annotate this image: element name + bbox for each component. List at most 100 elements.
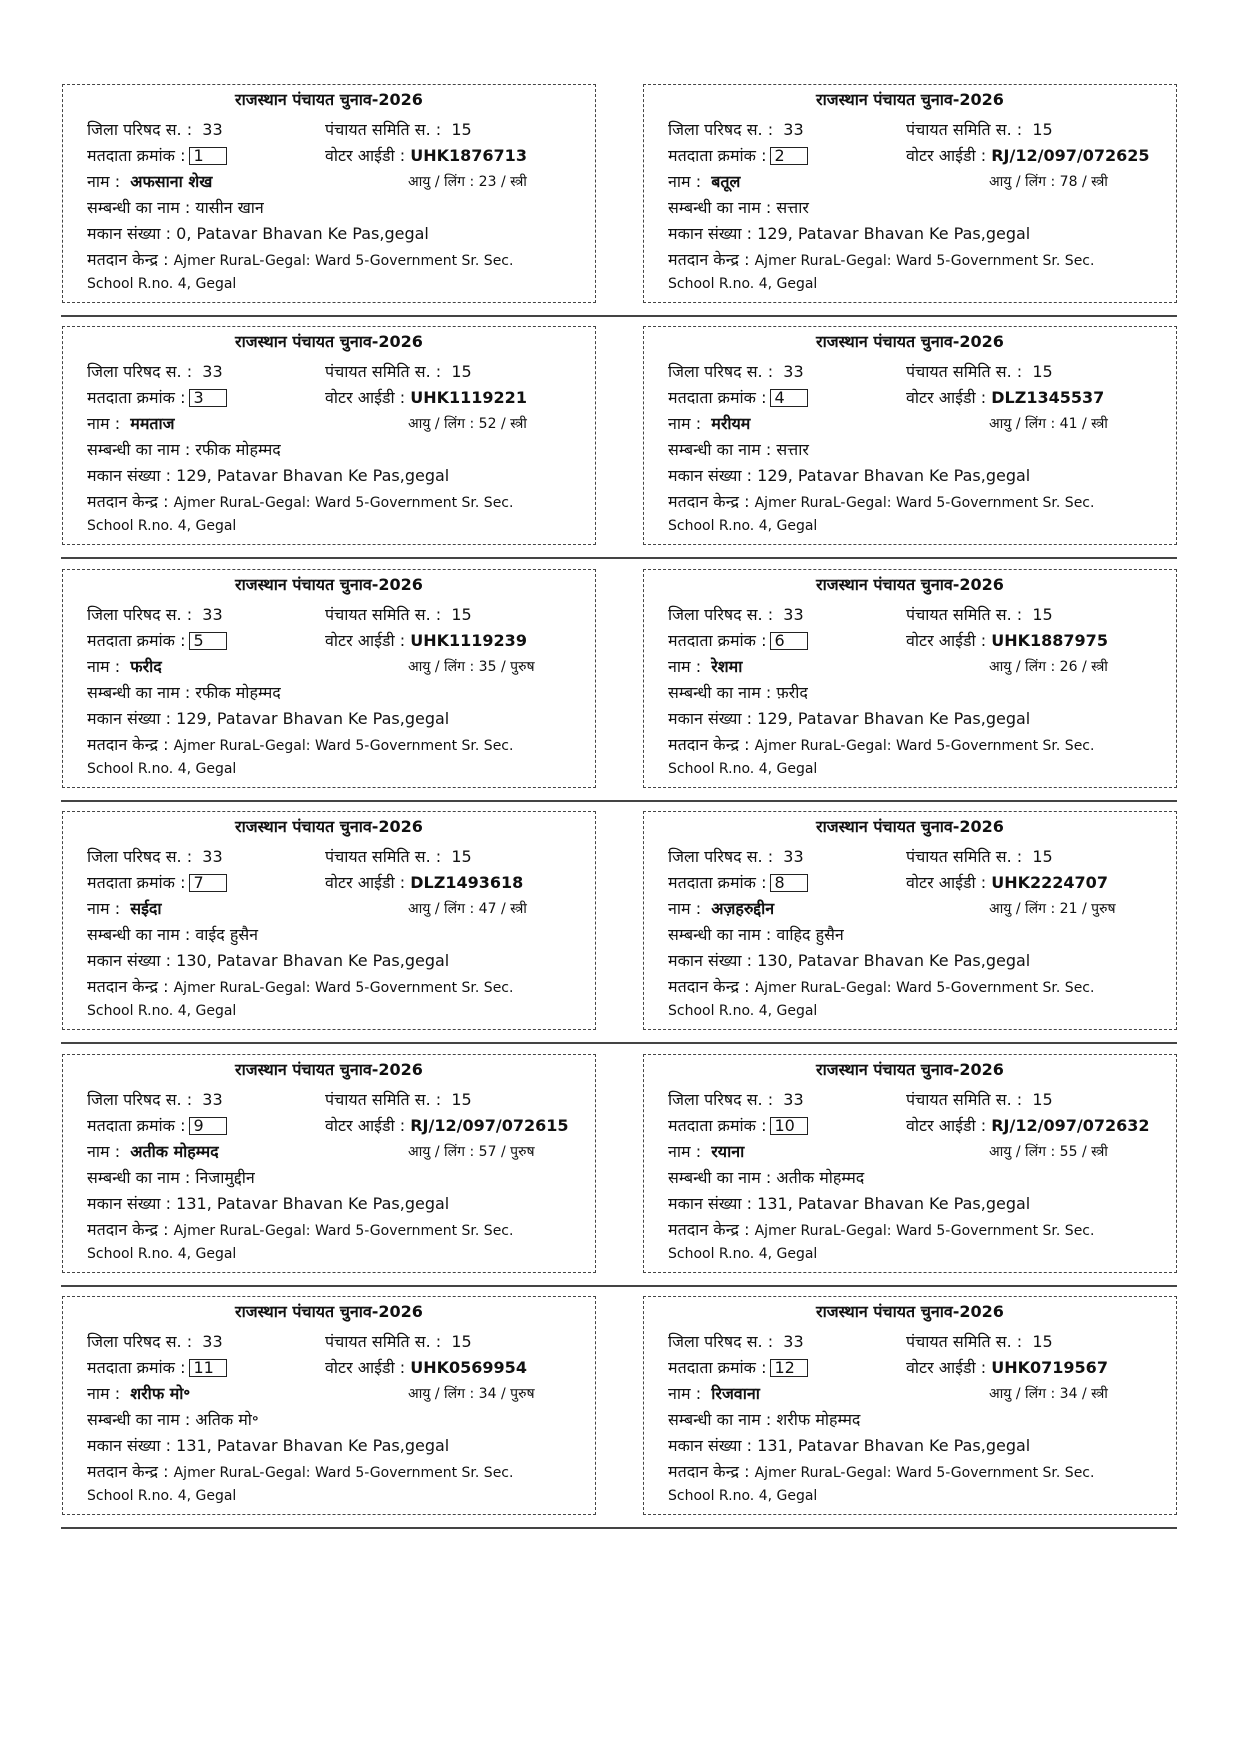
text: : [1050, 416, 1056, 433]
text: : [435, 1332, 442, 1351]
text: : [1050, 174, 1056, 190]
house-row: मकान संख्या : 129, Patavar Bhavan Ke Pas… [87, 466, 449, 486]
zila-row: जिला परिषद स. : 33 [87, 1090, 223, 1110]
text: 15 [451, 362, 472, 382]
name-row: नाम : अतीक मोहम्मद [87, 1142, 219, 1162]
text: : [163, 1462, 169, 1481]
text: 129, Patavar Bhavan Ke Pas,gegal [757, 466, 1031, 486]
text: 26 [1059, 658, 1078, 675]
text: : [1016, 1332, 1023, 1351]
text: जिला परिषद स. [87, 1332, 182, 1351]
text: : [765, 1410, 772, 1429]
text: आयु / लिंग [408, 416, 466, 433]
age-gender-row: आयु / लिंग : 41 / स्त्री [989, 416, 1108, 433]
name-row: नाम : रिजवाना [668, 1384, 760, 1404]
text: शरीफ मो॰ [130, 1384, 191, 1403]
text: : [165, 951, 172, 971]
text: : [695, 172, 702, 191]
voter-id-row: वोटर आईडी : RJ/12/097/072625 [906, 146, 1150, 166]
text: 34 [1059, 1386, 1078, 1402]
text: 129, Patavar Bhavan Ke Pas,gegal [757, 708, 1031, 728]
text: 15 [1032, 362, 1053, 382]
text: : [980, 146, 987, 165]
text: नाम [668, 1384, 691, 1403]
text: स्त्री [510, 416, 527, 433]
text: 15 [451, 604, 472, 624]
text: : [180, 146, 186, 165]
text: नाम [87, 1141, 110, 1161]
age-gender-row: आयु / लिंग : 23 / स्त्री [408, 174, 527, 190]
relative-row: सम्बन्धी का नाम : अतीक मोहम्मद [668, 1168, 864, 1188]
text: पुरुष [510, 1143, 535, 1160]
text: : [114, 899, 121, 919]
voter-id-row: वोटर आईडी : UHK1119239 [325, 631, 527, 651]
age-gender-row: आयु / लिंग : 47 / स्त्री [408, 901, 527, 918]
card-title: राजस्थान पंचायत चुनाव-2026 [235, 90, 423, 109]
relative-row: सम्बन्धी का नाम : सत्तार [668, 198, 809, 218]
text: : [163, 250, 169, 269]
text: वोटर आईडी [325, 1358, 395, 1377]
voter-id-row: वोटर आईडी : UHK1887975 [906, 631, 1108, 651]
text: : [746, 951, 753, 971]
text: : [746, 708, 753, 728]
text: : [163, 492, 169, 512]
text: 129, Patavar Bhavan Ke Pas,gegal [176, 466, 450, 486]
booth-row-2: School R.no. 4, Gegal [668, 1003, 818, 1020]
text: : [180, 1115, 186, 1135]
text: मकान संख्या [87, 708, 161, 728]
relative-row: सम्बन्धी का नाम : शरीफ मोहम्मद [668, 1410, 860, 1430]
voter-id-row: वोटर आईडी : RJ/12/097/072632 [906, 1116, 1150, 1136]
text: आयु / लिंग [408, 901, 466, 918]
text: सम्बन्धी का नाम [668, 440, 761, 460]
text: : [469, 1143, 475, 1160]
text: मतदाता क्रमांक [87, 1115, 175, 1135]
text: 130, Patavar Bhavan Ke Pas,gegal [757, 951, 1031, 971]
text: : [980, 873, 987, 893]
text: पुरुष [510, 658, 535, 675]
text: वोटर आईडी [906, 146, 976, 165]
text: 15 [1032, 1332, 1053, 1351]
text: सम्बन्धी का नाम [668, 1167, 761, 1187]
zila-row: जिला परिषद स. : 33 [87, 1332, 223, 1352]
text: अतिक मो॰ [195, 1410, 259, 1429]
text: ममताज [130, 414, 175, 434]
booth-row-2: School R.no. 4, Gegal [87, 1003, 237, 1020]
text: : [744, 1219, 750, 1239]
text: : [695, 414, 702, 434]
text: : [435, 847, 442, 867]
house-row: मकान संख्या : 130, Patavar Bhavan Ke Pas… [87, 951, 449, 971]
text: मकान संख्या [87, 1193, 161, 1213]
text: : [435, 120, 442, 139]
text: Ajmer RuraL-Gegal: Ward 5-Government Sr.… [173, 1222, 514, 1239]
text: सम्बन्धी का नाम [668, 682, 761, 702]
text: स्त्री [1091, 1386, 1108, 1402]
name-row: नाम : मरीयम [668, 414, 750, 434]
text: सम्बन्धी का नाम [87, 682, 180, 702]
text: जिला परिषद स. [87, 362, 182, 382]
text: मतदाता क्रमांक [87, 146, 175, 165]
text: वोटर आईडी [906, 388, 976, 408]
age-gender-row: आयु / लिंग : 21 / पुरुष [989, 901, 1116, 918]
text: : [186, 362, 193, 382]
text: मकान संख्या [668, 1193, 742, 1213]
text: : [744, 492, 750, 512]
text: RJ/12/097/072632 [991, 1115, 1150, 1135]
text: 33 [202, 847, 223, 867]
house-row: मकान संख्या : 129, Patavar Bhavan Ke Pas… [87, 709, 449, 729]
text: आयु / लिंग [989, 1386, 1047, 1402]
text: DLZ1493618 [410, 873, 524, 893]
text: : [744, 977, 750, 997]
text: मतदाता क्रमांक [668, 873, 756, 893]
text: मकान संख्या [87, 466, 161, 486]
booth-row: मतदान केन्द्र : Ajmer RuraL-Gegal: Ward … [87, 1220, 513, 1241]
text: Ajmer RuraL-Gegal: Ward 5-Government Sr.… [173, 737, 514, 754]
text: 131, Patavar Bhavan Ke Pas,gegal [757, 1436, 1031, 1455]
text: नाम [668, 1141, 691, 1161]
text: मकान संख्या [87, 224, 161, 243]
voter-card: राजस्थान पंचायत चुनाव-2026 जिला परिषद स.… [643, 568, 1177, 788]
text: पंचायत समिति स. [325, 1332, 431, 1351]
text: पंचायत समिति स. [906, 1089, 1012, 1109]
voter-id-row: वोटर आईडी : RJ/12/097/072615 [325, 1116, 569, 1136]
text: आयु / लिंग [408, 658, 466, 675]
text: पंचायत समिति स. [906, 847, 1012, 867]
